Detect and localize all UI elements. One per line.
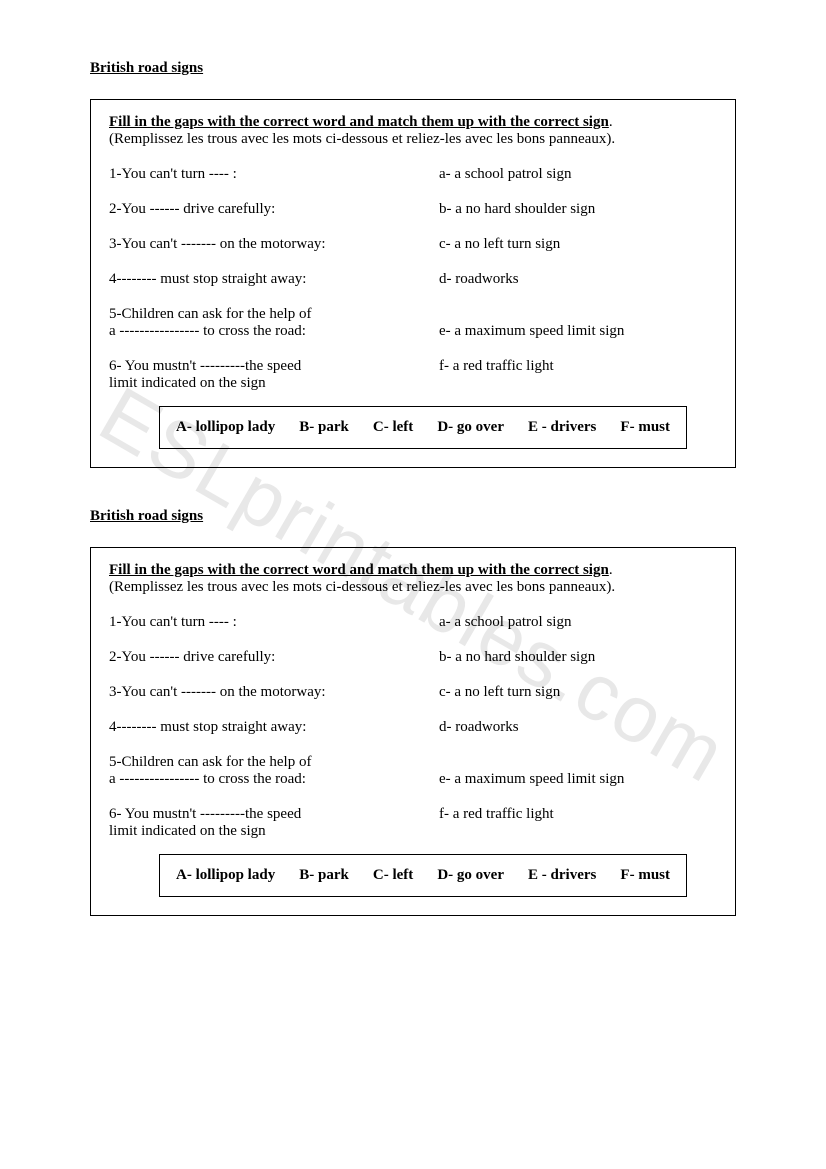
instructions-main: Fill in the gaps with the correct word a… — [109, 562, 609, 578]
qa-row-multiline: 5-Children can ask for the help of a ---… — [109, 754, 717, 788]
word-bank: A- lollipop lady B- park C- left D- go o… — [159, 854, 687, 897]
word-bank: A- lollipop lady B- park C- left D- go o… — [159, 406, 687, 449]
answer-text: d- roadworks — [439, 719, 717, 736]
section-title: British road signs — [90, 508, 736, 525]
instructions-period: . — [609, 562, 613, 578]
qa-row-multiline: 5-Children can ask for the help of a ---… — [109, 306, 717, 340]
word-bank-item: A- lollipop lady — [176, 867, 275, 884]
question-text-line1: 6- You mustn't ---------the speed — [109, 358, 439, 375]
qa-row: 3-You can't ------- on the motorway: c- … — [109, 684, 717, 701]
word-bank-item: B- park — [299, 867, 349, 884]
worksheet-section-2: British road signs Fill in the gaps with… — [90, 508, 736, 916]
qa-row: 1-You can't turn ---- : a- a school patr… — [109, 614, 717, 631]
answer-text: e- a maximum speed limit sign — [439, 771, 717, 788]
qa-row-multiline: 6- You mustn't ---------the speed f- a r… — [109, 358, 717, 392]
question-text-line1: 5-Children can ask for the help of — [109, 306, 439, 323]
word-bank-item: B- park — [299, 419, 349, 436]
word-bank-item: D- go over — [437, 867, 504, 884]
instructions-sub: (Remplissez les trous avec les mots ci-d… — [109, 131, 717, 148]
answer-empty — [439, 375, 717, 392]
qa-row: 1-You can't turn ---- : a- a school patr… — [109, 166, 717, 183]
word-bank-item: E - drivers — [528, 867, 596, 884]
instructions-period: . — [609, 114, 613, 130]
answer-text: a- a school patrol sign — [439, 166, 717, 183]
question-text: 1-You can't turn ---- : — [109, 166, 439, 183]
question-text: 4-------- must stop straight away: — [109, 719, 439, 736]
instructions-sub: (Remplissez les trous avec les mots ci-d… — [109, 579, 717, 596]
question-text-line1: 6- You mustn't ---------the speed — [109, 806, 439, 823]
qa-row: 2-You ------ drive carefully: b- a no ha… — [109, 649, 717, 666]
word-bank-item: C- left — [373, 867, 413, 884]
qa-row-multiline: 6- You mustn't ---------the speed f- a r… — [109, 806, 717, 840]
answer-empty — [439, 754, 717, 771]
question-text: 2-You ------ drive carefully: — [109, 201, 439, 218]
qa-row: 3-You can't ------- on the motorway: c- … — [109, 236, 717, 253]
word-bank-item: C- left — [373, 419, 413, 436]
question-text-line2: a ---------------- to cross the road: — [109, 771, 439, 788]
section-title: British road signs — [90, 60, 736, 77]
answer-text: f- a red traffic light — [439, 806, 717, 823]
answer-empty — [439, 306, 717, 323]
question-text-line2: limit indicated on the sign — [109, 375, 439, 392]
qa-row: 4-------- must stop straight away: d- ro… — [109, 271, 717, 288]
question-text-line2: a ---------------- to cross the road: — [109, 323, 439, 340]
question-text-line2: limit indicated on the sign — [109, 823, 439, 840]
question-text: 3-You can't ------- on the motorway: — [109, 684, 439, 701]
exercise-box: Fill in the gaps with the correct word a… — [90, 547, 736, 916]
instructions-main: Fill in the gaps with the correct word a… — [109, 114, 609, 130]
instructions-line: Fill in the gaps with the correct word a… — [109, 114, 717, 131]
word-bank-item: F- must — [620, 419, 670, 436]
word-bank-item: A- lollipop lady — [176, 419, 275, 436]
answer-text: c- a no left turn sign — [439, 684, 717, 701]
answer-text: b- a no hard shoulder sign — [439, 201, 717, 218]
answer-text: f- a red traffic light — [439, 358, 717, 375]
question-text: 1-You can't turn ---- : — [109, 614, 439, 631]
word-bank-item: F- must — [620, 867, 670, 884]
word-bank-item: D- go over — [437, 419, 504, 436]
qa-row: 2-You ------ drive carefully: b- a no ha… — [109, 201, 717, 218]
qa-row: 4-------- must stop straight away: d- ro… — [109, 719, 717, 736]
answer-text: d- roadworks — [439, 271, 717, 288]
instructions-line: Fill in the gaps with the correct word a… — [109, 562, 717, 579]
answer-text: c- a no left turn sign — [439, 236, 717, 253]
page-content: British road signs Fill in the gaps with… — [90, 60, 736, 916]
question-text: 2-You ------ drive carefully: — [109, 649, 439, 666]
answer-text: e- a maximum speed limit sign — [439, 323, 717, 340]
exercise-box: Fill in the gaps with the correct word a… — [90, 99, 736, 468]
answer-empty — [439, 823, 717, 840]
question-text: 3-You can't ------- on the motorway: — [109, 236, 439, 253]
word-bank-item: E - drivers — [528, 419, 596, 436]
worksheet-section-1: British road signs Fill in the gaps with… — [90, 60, 736, 468]
question-text-line1: 5-Children can ask for the help of — [109, 754, 439, 771]
answer-text: a- a school patrol sign — [439, 614, 717, 631]
answer-text: b- a no hard shoulder sign — [439, 649, 717, 666]
question-text: 4-------- must stop straight away: — [109, 271, 439, 288]
